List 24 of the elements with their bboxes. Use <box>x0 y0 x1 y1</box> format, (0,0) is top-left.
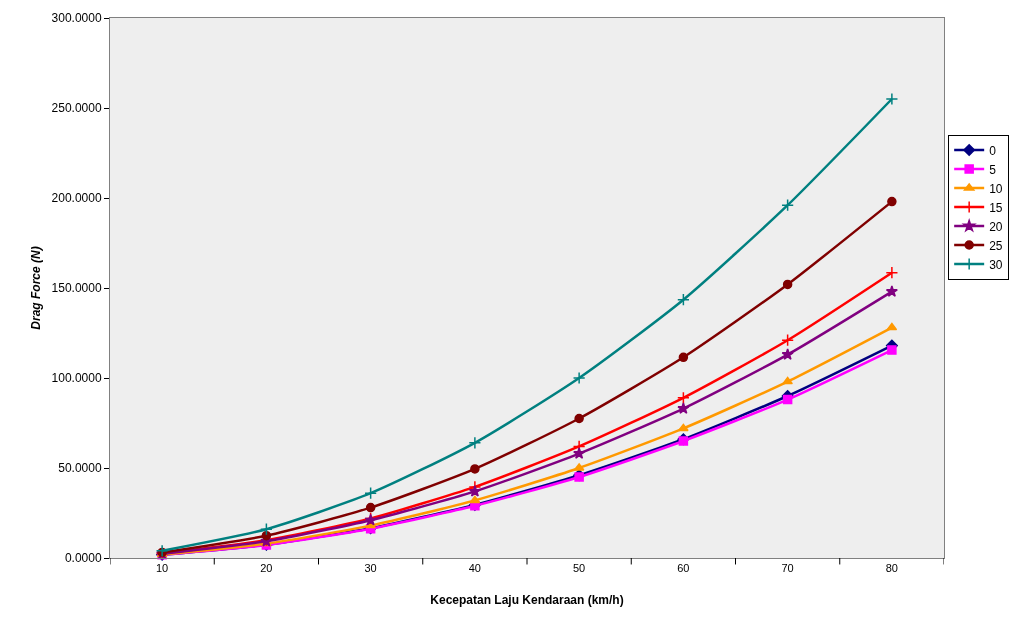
x-tick-label: 10 <box>156 562 169 575</box>
y-tick-label: 0.0000 <box>64 551 102 566</box>
legend-label: 30 <box>989 257 1003 272</box>
y-tick-label: 150.0000 <box>51 281 102 296</box>
legend-label: 15 <box>989 200 1003 215</box>
legend-label: 25 <box>989 238 1003 253</box>
y-tick-label: 250.0000 <box>51 101 102 116</box>
x-tick-label: 30 <box>364 562 377 575</box>
x-tick-label: 70 <box>781 562 794 575</box>
x-axis-title: Kecepatan Laju Kendaraan (km/h) <box>430 593 624 607</box>
x-tick-label: 40 <box>468 562 482 575</box>
y-tick-label: 50.0000 <box>58 461 102 476</box>
x-tick-label: 60 <box>677 562 690 575</box>
x-tick-label: 50 <box>573 562 586 575</box>
legend-label: 5 <box>989 162 997 177</box>
x-tick-label: 20 <box>260 562 273 575</box>
y-tick-label: 200.0000 <box>51 191 102 206</box>
x-tick-label: 80 <box>885 562 899 575</box>
legend-label: 20 <box>989 219 1003 234</box>
y-tick-label: 300.0000 <box>51 11 102 26</box>
y-tick-label: 100.0000 <box>51 371 102 386</box>
y-axis-title: Drag Force (N) <box>28 246 43 330</box>
legend-label: 10 <box>989 181 1003 196</box>
legend-label: 0 <box>989 143 997 158</box>
